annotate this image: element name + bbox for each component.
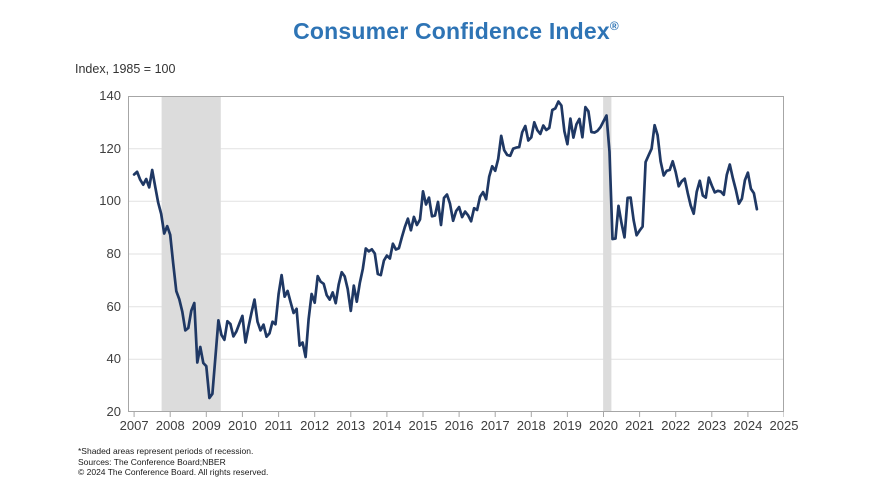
x-tick-label: 2014 bbox=[372, 418, 402, 433]
plot-area bbox=[128, 96, 784, 418]
x-tick-label: 2025 bbox=[769, 418, 799, 433]
chart-svg bbox=[128, 96, 784, 417]
x-tick-label: 2011 bbox=[264, 418, 293, 433]
x-tick-label: 2024 bbox=[733, 418, 763, 433]
footnote-sources: Sources: The Conference Board;NBER bbox=[78, 456, 226, 467]
confidence-line bbox=[132, 100, 759, 400]
y-tick-label: 40 bbox=[106, 351, 121, 367]
x-tick-label: 2013 bbox=[336, 418, 366, 433]
y-tick-label: 60 bbox=[106, 298, 121, 314]
y-tick-label: 120 bbox=[99, 140, 121, 156]
x-tick-label: 2007 bbox=[119, 418, 149, 433]
footnote-recession: *Shaded areas represent periods of reces… bbox=[78, 446, 254, 456]
x-tick-label: 2020 bbox=[589, 418, 618, 433]
x-tick-label: 2009 bbox=[191, 418, 221, 433]
y-tick-label: 80 bbox=[106, 246, 121, 261]
recession-band bbox=[603, 97, 612, 411]
y-tick-label: 100 bbox=[99, 193, 121, 209]
x-tick-label: 2016 bbox=[444, 418, 474, 433]
x-tick-label: 2023 bbox=[697, 418, 727, 433]
x-tick-label: 2015 bbox=[408, 418, 438, 433]
recession-band bbox=[161, 97, 221, 411]
y-axis-note: Index, 1985 = 100 bbox=[75, 62, 176, 76]
x-tick-label: 2021 bbox=[625, 418, 655, 433]
registered-mark: ® bbox=[609, 19, 619, 33]
plot-border bbox=[128, 96, 784, 412]
x-tick-label: 2018 bbox=[516, 418, 546, 433]
y-tick-label: 140 bbox=[99, 88, 121, 103]
footnote-copyright: © 2024 The Conference Board. All rights … bbox=[78, 467, 269, 477]
x-tick-label: 2010 bbox=[227, 418, 257, 433]
x-tick-label: 2008 bbox=[155, 418, 185, 433]
footnotes: *Shaded areas represent periods of reces… bbox=[78, 446, 268, 478]
x-tick-label: 2019 bbox=[552, 418, 582, 433]
page-title: Consumer Confidence Index® bbox=[36, 18, 876, 45]
x-tick-label: 2022 bbox=[661, 418, 691, 433]
title-text: Consumer Confidence Index bbox=[293, 18, 610, 44]
y-tick-label: 20 bbox=[106, 404, 121, 419]
x-tick-label: 2017 bbox=[480, 418, 510, 433]
x-tick-label: 2012 bbox=[300, 418, 330, 433]
